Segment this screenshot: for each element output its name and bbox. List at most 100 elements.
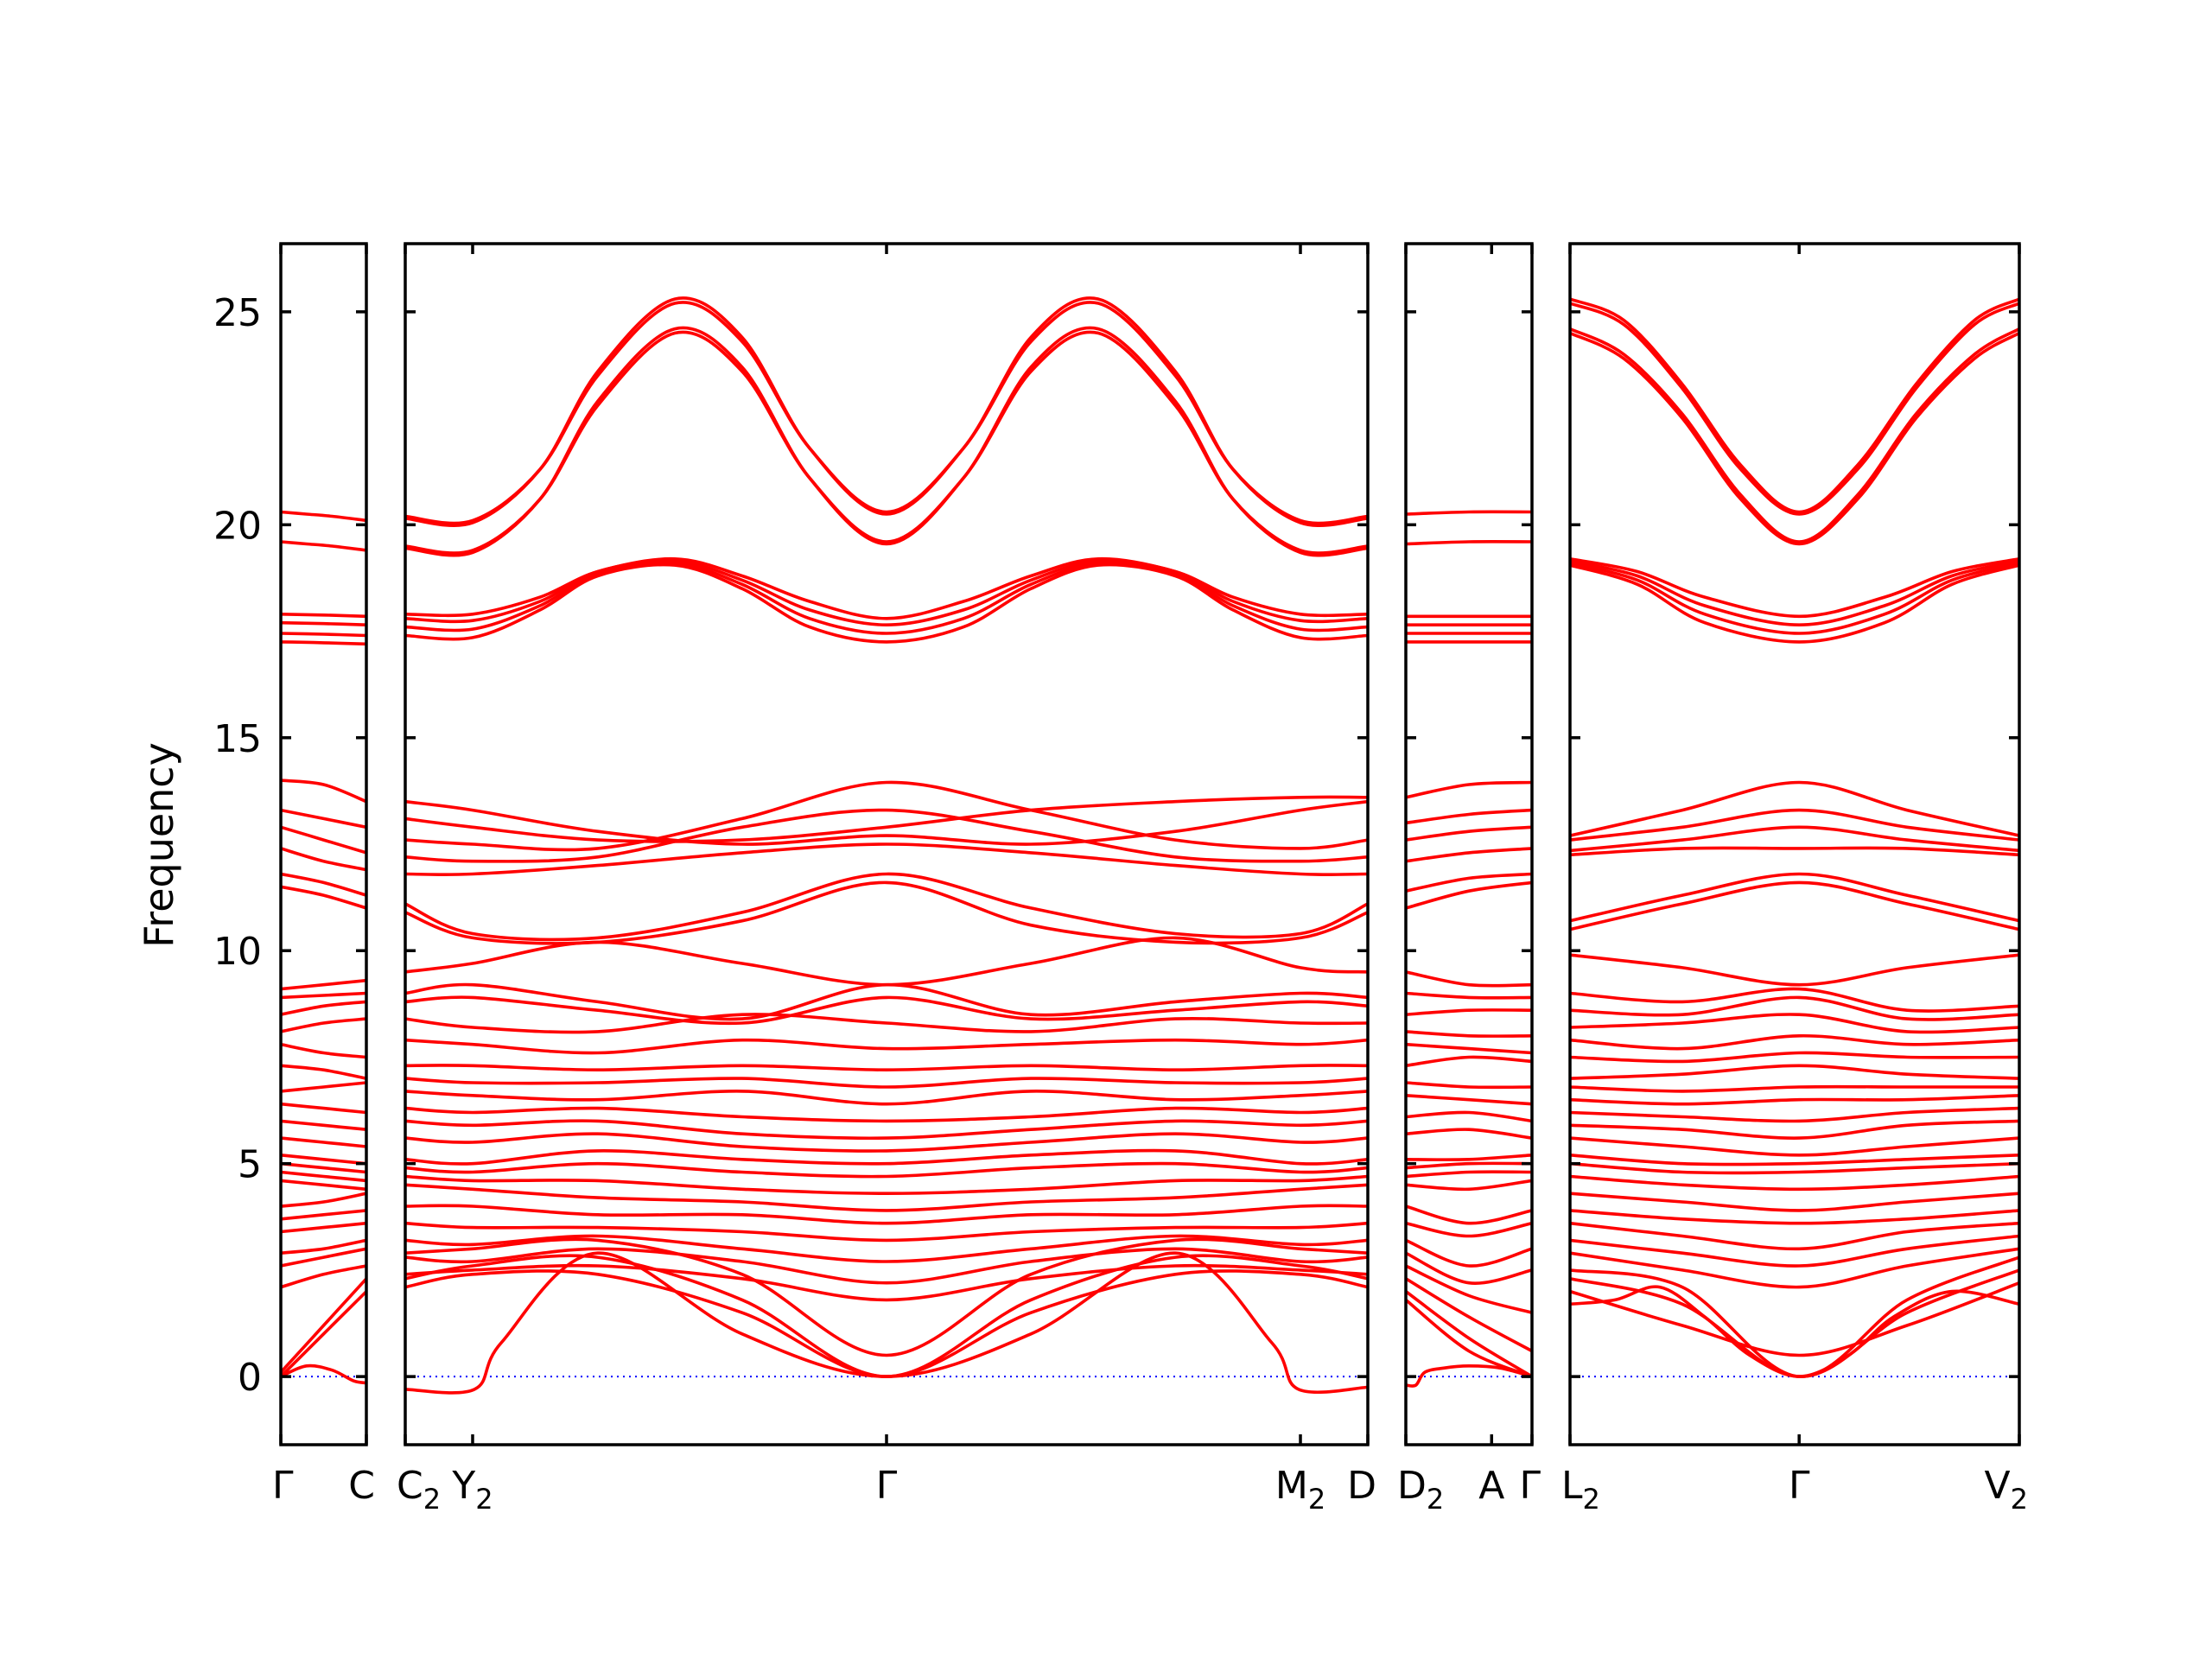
band-line [405,995,1368,1026]
band-line [1406,1154,1532,1161]
band-line [281,885,366,910]
band-line [405,326,1368,557]
y-tick-labels: 0 5 10 15 20 25 [213,291,262,1400]
band-line [281,872,366,897]
band-line [1570,1285,2019,1378]
band-line [1406,1161,1532,1170]
y-tick-label: 5 [238,1143,262,1187]
band-line [1406,1081,1532,1090]
y-tick-label: 25 [213,291,262,335]
band-line [1406,780,1532,799]
band-line [1570,1192,2019,1212]
band-line [1570,808,2019,842]
band-line [1406,1030,1532,1038]
band-line [281,825,366,855]
band-line [1406,1110,1532,1123]
band-line [281,1161,366,1174]
band-line [1406,510,1532,516]
x-tick-label: Γ [1519,1464,1541,1508]
band-line [1570,302,2019,516]
band-panels: Γ C C2 Y2 Γ M2 D D2 A Γ L2 Γ V2 [272,242,2028,1516]
band-line [281,1064,366,1080]
panel-2: C2 Y2 Γ M2 D [397,242,1376,1516]
band-line [281,847,366,872]
band-line [405,795,1368,843]
band-line [1406,1042,1532,1055]
band-line [281,1000,366,1016]
band-line [281,620,366,626]
band-line [1406,540,1532,546]
band-line [281,1247,366,1268]
band-line [281,1277,366,1374]
band-line [405,1263,1368,1302]
band-line [1406,847,1532,863]
band-line [281,1238,366,1255]
band-line [1570,825,2019,853]
band-line [405,296,1368,527]
panel-3: D2 A Γ [1397,242,1541,1516]
band-line [1570,297,2019,514]
band-line [1570,1013,2019,1034]
band-line [405,1038,1368,1055]
band-line [1406,1055,1532,1068]
band-line [1570,1119,2019,1140]
x-tick-label: L2 [1561,1464,1600,1516]
band-line [405,1064,1368,1071]
band-line [281,1119,366,1131]
band-line [1570,1221,2019,1251]
band-line [281,991,366,1000]
band-line [405,1251,1368,1395]
band-line [405,1183,1368,1212]
y-tick-label: 0 [238,1356,262,1400]
panel-frame [1404,242,1534,1446]
band-line [1570,1033,2019,1051]
band-line [1406,1290,1532,1378]
band-line [281,1017,366,1033]
band-line [281,510,366,523]
band-line [1570,1106,2019,1123]
x-tick-label: A [1478,1464,1504,1508]
band-line [405,1013,1368,1034]
band-line [1406,1238,1532,1268]
panel-4: L2 Γ V2 [1561,242,2028,1516]
band-line [405,1161,1368,1179]
band-line [405,1132,1368,1153]
band-line [1570,331,2019,546]
band-line [1406,1264,1532,1314]
band-line [405,1077,1368,1089]
band-line [405,563,1368,644]
band-line [405,1269,1368,1378]
x-tick-label: Y2 [451,1464,493,1516]
band-line [1570,1161,2019,1175]
band-line [405,842,1368,877]
band-line [1406,808,1532,825]
band-line [1406,872,1532,893]
band-line [1406,1008,1532,1016]
band-line [405,1090,1368,1106]
band-line [281,540,366,552]
panel-frame [279,242,368,1446]
band-line [1406,1128,1532,1140]
band-line [281,1363,366,1385]
band-line [281,808,366,830]
band-line [1570,1255,2019,1378]
band-line [281,1042,366,1059]
band-line [405,1174,1368,1195]
band-line [405,872,1368,942]
band-line [1570,780,2019,837]
band-line [1406,1364,1532,1388]
band-lines [281,510,366,1385]
band-line [1570,953,2019,987]
x-tick-label: V2 [1985,1464,2028,1516]
band-line [281,1136,366,1148]
band-line [405,561,1368,635]
band-line [405,1234,1368,1263]
band-line [405,1204,1368,1225]
band-line [1570,559,2019,626]
band-line [405,1221,1368,1243]
band-line [1406,1205,1532,1225]
band-line [1406,825,1532,842]
band-line [1406,880,1532,910]
